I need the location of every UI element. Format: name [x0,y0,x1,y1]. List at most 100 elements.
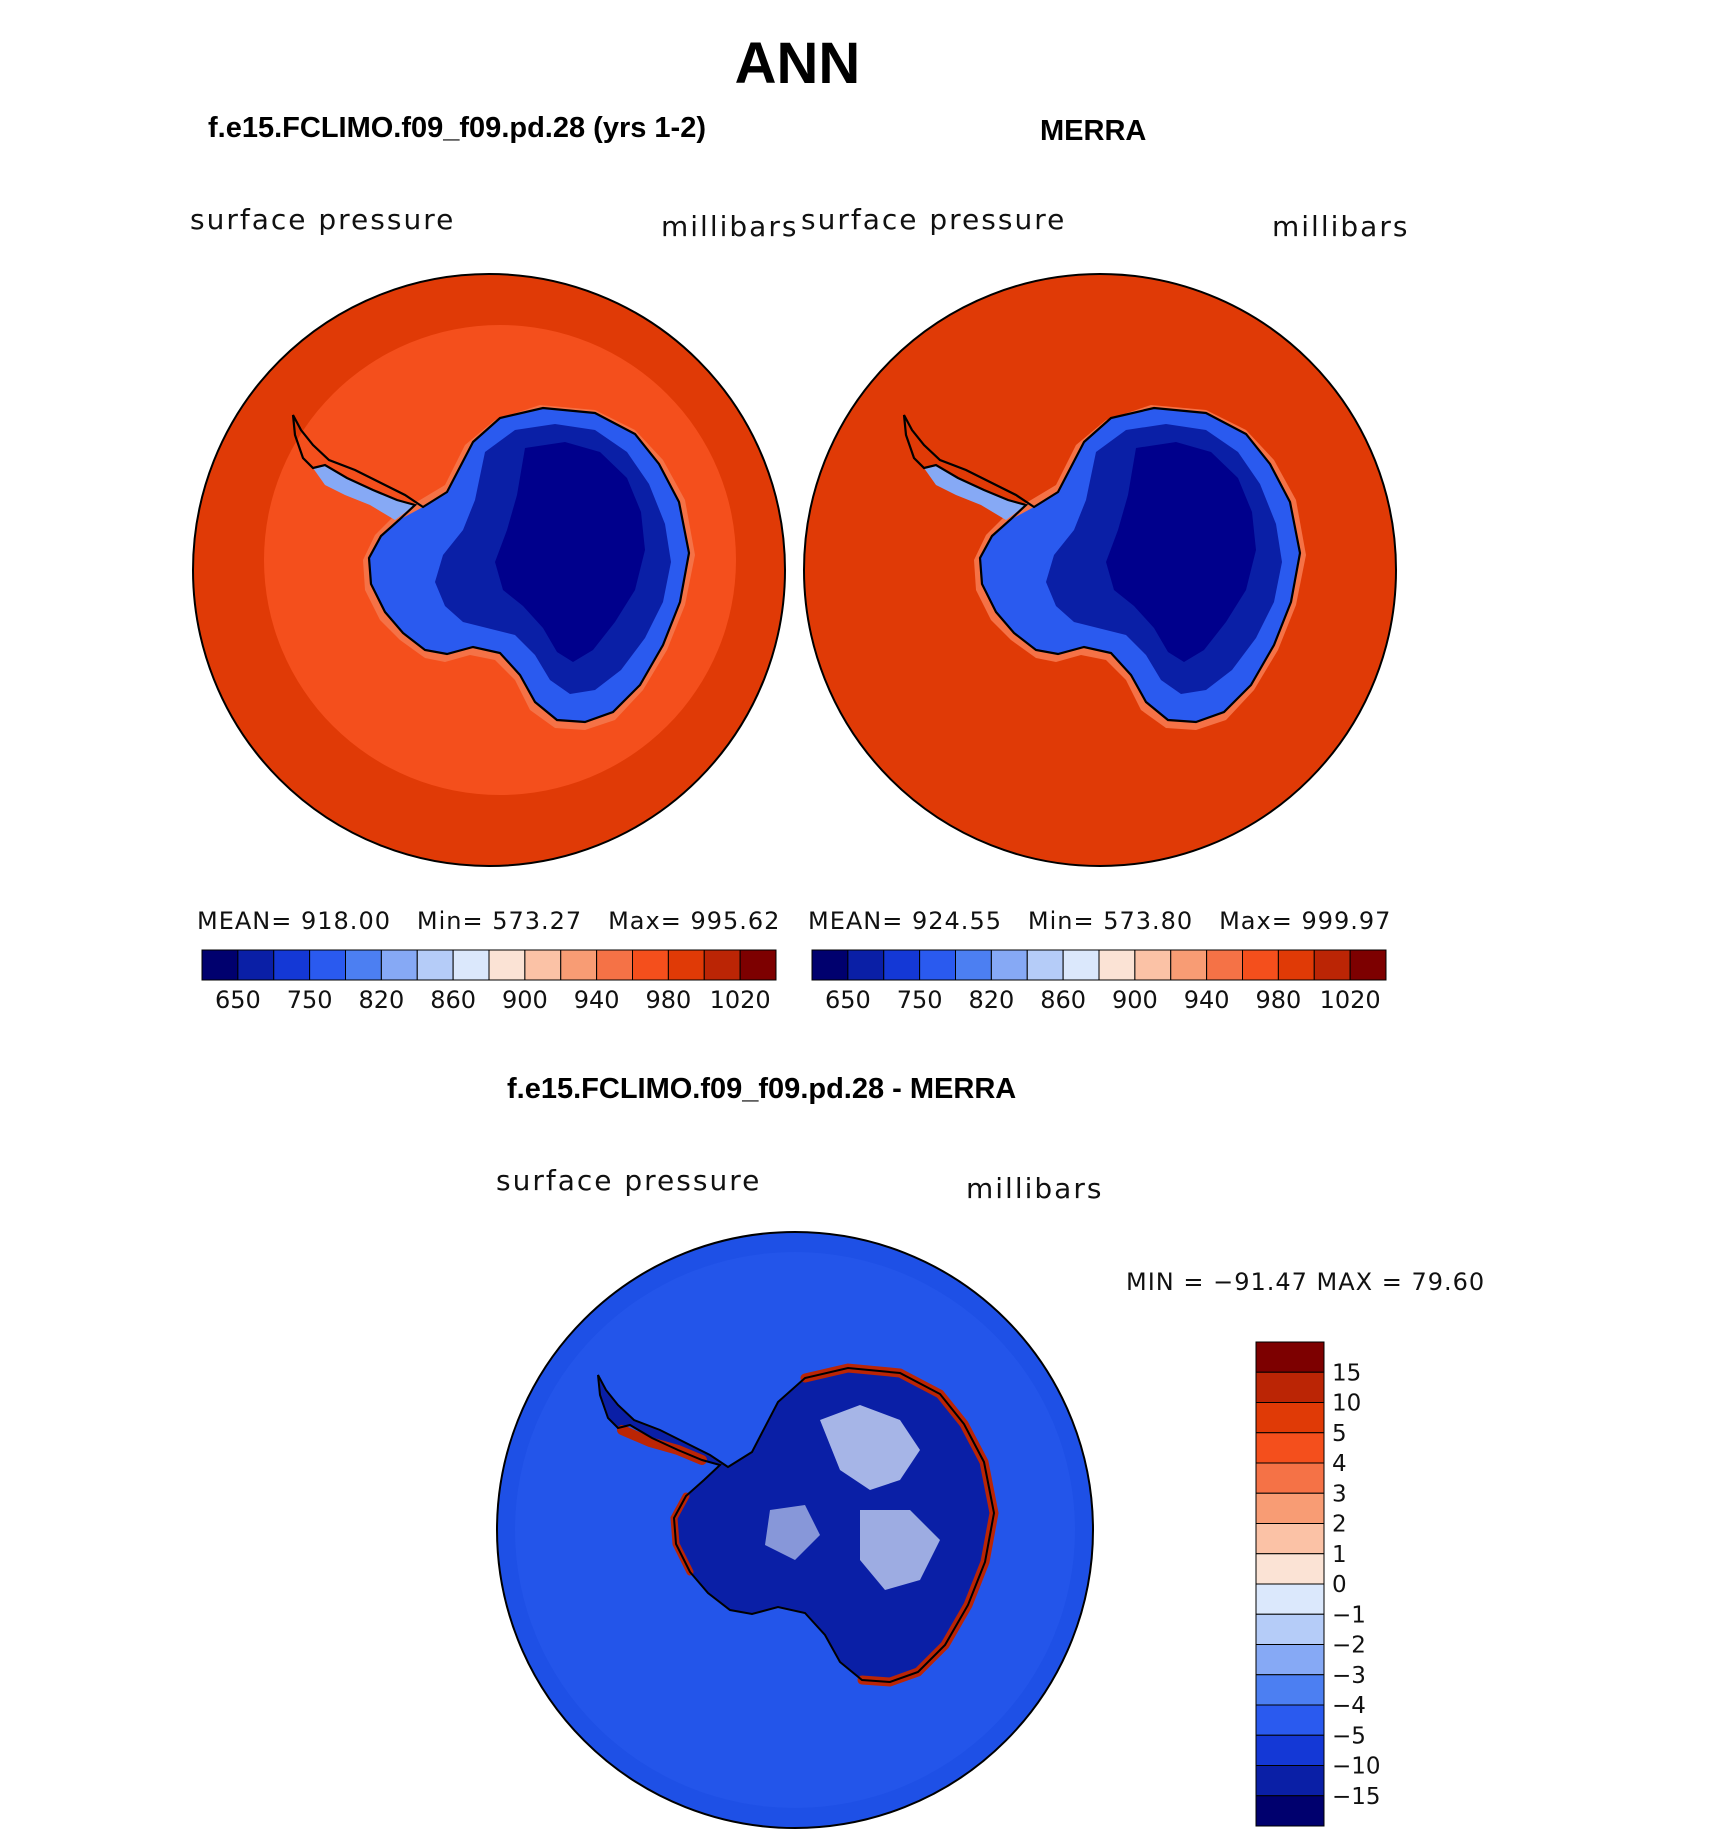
colorbar-tick-label: 940 [574,986,620,1014]
colorbar-swatch [1277,949,1315,981]
colorbar-swatch [1242,949,1279,981]
colorbar-swatch [452,949,490,981]
diff-colorbar-swatch [1255,1523,1325,1555]
diff-colorbar-tick-label: −15 [1332,1784,1381,1810]
diff-colorbar-swatch [1255,1341,1325,1373]
colorbar-swatch [1026,949,1064,981]
merra-max-label: Max= [1219,907,1293,935]
colorbar-swatch [309,949,346,981]
antarctica-model [291,405,695,730]
diff-colorbar-tick-label: −2 [1332,1633,1366,1659]
diff-colorbar-swatch [1255,1613,1325,1645]
colorbar-swatch [847,949,885,981]
diff-colorbar-swatch [1255,1432,1325,1464]
diff-land-light-1 [820,1405,920,1490]
model-stats: MEAN= 918.00 Min= 573.27 Max= 995.62 [197,907,780,935]
diff-colorbar-swatch [1255,1553,1325,1585]
diff-colorbar-tick-label: 15 [1332,1360,1361,1386]
colorbar-swatch [990,949,1028,981]
model-mean-value: 918.00 [301,907,391,935]
colorbar-tick-label: 650 [215,986,261,1014]
model-colorbar: 650 750 820 860 900 940 980 1020 [201,949,777,1014]
coastline [902,406,1302,724]
colorbar-swatch [955,949,992,981]
diff-colorbar-swatch [1255,1795,1325,1827]
model-min-label: Min= [416,907,484,935]
main-title: ANN [734,31,861,96]
colorbar-swatch [560,949,598,981]
diff-colorbar-tick-label: 5 [1332,1421,1347,1447]
diff-colorbar-tick-label: −1 [1332,1602,1366,1628]
colorbar-tick-label: 820 [968,986,1014,1014]
colorbar-tick-label: 980 [1255,986,1301,1014]
merra-mean-label: MEAN= [808,907,904,935]
colorbar-tick-label: 1020 [1320,986,1381,1014]
colorbar-swatch [1206,949,1243,981]
antarctica-diff [597,1363,999,1687]
diff-colorbar-swatch [1255,1644,1325,1676]
diff-colorbar-swatch [1255,1462,1325,1494]
model-panel-title: f.e15.FCLIMO.f09_f09.pd.28 (yrs 1-2) [208,112,706,144]
diff-land-light-3 [765,1505,820,1560]
colorbar-tick-label: 650 [825,986,871,1014]
plateau [495,442,645,662]
diff-colorbar-tick-label: 3 [1332,1481,1347,1507]
diff-colorbar-tick-label: −3 [1332,1663,1366,1689]
antarctica-merra [902,405,1306,730]
merra-panel-title: MERRA [1040,115,1147,147]
colorbar-tick-label: 860 [430,986,476,1014]
diff-colorbar-tick-label: −5 [1332,1723,1366,1749]
merra-variable-label: surface pressure [801,203,1067,236]
colorbar-tick-label: 900 [1112,986,1158,1014]
merra-units-label: millibars [1272,210,1410,243]
diff-colorbar-swatch [1255,1402,1325,1434]
diff-colorbar-swatch [1255,1704,1325,1736]
diff-colorbar-swatch [1255,1734,1325,1766]
colorbar-swatch [1349,949,1387,981]
diff-colorbar-tick-label: 2 [1332,1512,1347,1538]
colorbar-swatch [919,949,956,981]
colorbar-swatch [1170,949,1208,981]
model-units-label: millibars [661,210,799,243]
diff-variable-label: surface pressure [496,1164,762,1197]
colorbar-tick-label: 1020 [710,986,771,1014]
coastline [291,406,691,724]
diff-colorbar-tick-label: −10 [1332,1754,1381,1780]
colorbar-swatch [667,949,705,981]
colorbar-swatch [488,949,526,981]
colorbar-tick-label: 750 [897,986,943,1014]
merra-map [803,273,1397,867]
colorbar-swatch [703,949,741,981]
colorbar-swatch [1062,949,1100,981]
diff-units-label: millibars [966,1172,1104,1205]
colorbar-tick-label: 940 [1184,986,1230,1014]
colorbar-swatch [345,949,382,981]
diff-map [496,1231,1094,1829]
model-max-label: Max= [608,907,682,935]
colorbar-swatch [883,949,921,981]
diff-colorbar-tick-label: −4 [1332,1693,1366,1719]
colorbar-swatch [201,949,239,981]
model-min-value: 573.27 [492,907,583,935]
merra-min-value: 573.80 [1103,907,1194,935]
model-map [192,273,786,867]
plateau [1106,442,1256,662]
model-max-value: 995.62 [690,907,781,935]
colorbar-swatch [739,949,777,981]
merra-colorbar: 650 750 820 860 900 940 980 1020 [811,949,1387,1014]
colorbar-swatch [380,949,418,981]
colorbar-swatch [273,949,311,981]
colorbar-swatch [524,949,562,981]
colorbar-swatch [811,949,849,981]
diff-colorbar-tick-label: 1 [1332,1542,1347,1568]
colorbar-tick-label: 980 [645,986,691,1014]
peninsula [313,465,415,520]
merra-min-label: Min= [1027,907,1095,935]
colorbar-tick-label: 860 [1040,986,1086,1014]
merra-mean-value: 924.55 [912,907,1002,935]
diff-colorbar-swatch [1255,1674,1325,1706]
colorbar-swatch [237,949,275,981]
model-mean-label: MEAN= [197,907,293,935]
colorbar-swatch [596,949,633,981]
